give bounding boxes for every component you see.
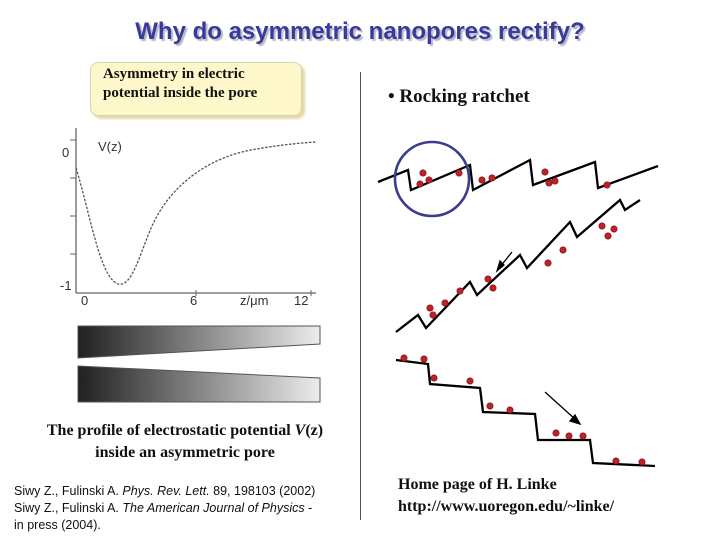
particle xyxy=(486,402,494,410)
ref1-details: 89, 198103 (2002) xyxy=(209,484,316,498)
particle xyxy=(552,429,560,437)
rocking-ratchet-label: • Rocking ratchet xyxy=(388,86,530,107)
particle xyxy=(638,458,646,466)
particle xyxy=(455,169,463,177)
plot-x-tick-6: 6 xyxy=(190,293,197,308)
particles xyxy=(400,168,646,466)
particle xyxy=(604,232,612,240)
plot-y-tick-minus1: -1 xyxy=(60,278,72,293)
particle xyxy=(506,406,514,414)
particle xyxy=(603,181,611,189)
particle xyxy=(400,354,408,362)
ref2-details: - xyxy=(304,501,313,515)
plot-axes xyxy=(70,128,316,296)
reference-1: Siwy Z., Fulinski A. Phys. Rev. Lett. 89… xyxy=(14,483,364,500)
ref2-authors: Siwy Z., Fulinski A. xyxy=(14,501,123,515)
ref2-journal: The American Journal of Physics xyxy=(122,501,305,515)
reference-2-cont: in press (2004). xyxy=(14,518,101,532)
particle xyxy=(441,299,449,307)
homepage-url[interactable]: http://www.uoregon.edu/~linke/ xyxy=(398,498,615,515)
homepage-credit: Home page of H. Linke http://www.uoregon… xyxy=(398,474,614,518)
caption-var-v: V xyxy=(294,422,306,439)
pore-caption: The profile of electrostatic potential V… xyxy=(20,420,350,464)
particle xyxy=(420,355,428,363)
caption-line1-prefix: The profile of electrostatic potential xyxy=(46,422,295,439)
homepage-line1: Home page of H. Linke xyxy=(398,476,557,493)
asymmetry-note: Asymmetry in electric potential inside t… xyxy=(90,62,302,116)
particle xyxy=(612,457,620,465)
ratchet-diagram xyxy=(377,140,659,468)
divider-line xyxy=(360,72,361,520)
plot-xlabel: z/μm xyxy=(240,293,268,308)
pore-wall-top xyxy=(77,325,321,359)
potential-curve xyxy=(75,141,317,285)
plot-x-tick-0: 0 xyxy=(81,293,88,308)
particle xyxy=(419,169,427,177)
pore-wall-bottom xyxy=(77,365,321,403)
potential-plot: V(z) 0 -1 0 6 z/μm 12 xyxy=(60,128,317,308)
particle xyxy=(425,176,433,184)
ratchet-profile-tilted xyxy=(395,198,641,333)
particle xyxy=(484,275,492,283)
particle xyxy=(430,374,438,382)
particle xyxy=(478,176,486,184)
particle xyxy=(565,432,573,440)
asymmetry-note-line1: Asymmetry in electric xyxy=(103,66,245,82)
asymmetric-pore-diagram xyxy=(77,325,321,403)
particle xyxy=(488,174,496,182)
caption-line1: The profile of electrostatic potential V… xyxy=(20,420,350,442)
plot-y-tick-0: 0 xyxy=(62,145,69,160)
particle xyxy=(544,259,552,267)
particle xyxy=(551,177,559,185)
particle xyxy=(559,246,567,254)
particle xyxy=(489,284,497,292)
particle xyxy=(610,225,618,233)
ref1-journal: Phys. Rev. Lett. xyxy=(122,484,210,498)
particle xyxy=(426,304,434,312)
reference-2: Siwy Z., Fulinski A. The American Journa… xyxy=(14,500,364,517)
particle xyxy=(416,180,424,188)
plot-ylabel: V(z) xyxy=(98,139,122,154)
particle xyxy=(545,179,553,187)
ref1-authors: Siwy Z., Fulinski A. xyxy=(14,484,123,498)
references: Siwy Z., Fulinski A. Phys. Rev. Lett. 89… xyxy=(14,483,364,534)
particle xyxy=(541,168,549,176)
particle xyxy=(456,287,464,295)
plot-x-tick-12: 12 xyxy=(294,293,308,308)
arrows xyxy=(495,251,582,426)
caption-line2: inside an asymmetric pore xyxy=(95,444,275,461)
particle xyxy=(466,377,474,385)
particle xyxy=(598,222,606,230)
asymmetry-note-line2: potential inside the pore xyxy=(103,85,258,101)
particle xyxy=(429,311,437,319)
slide-title: Why do asymmetric nanopores rectify? xyxy=(135,18,585,45)
particle xyxy=(579,432,587,440)
arrow-down-right xyxy=(544,391,577,421)
ratchet-profile-flat xyxy=(377,158,659,192)
arrow-up-left-head xyxy=(495,259,505,273)
highlight-circle xyxy=(393,140,471,218)
caption-var-z: (z) xyxy=(305,422,324,439)
arrow-down-right-head xyxy=(568,413,582,426)
